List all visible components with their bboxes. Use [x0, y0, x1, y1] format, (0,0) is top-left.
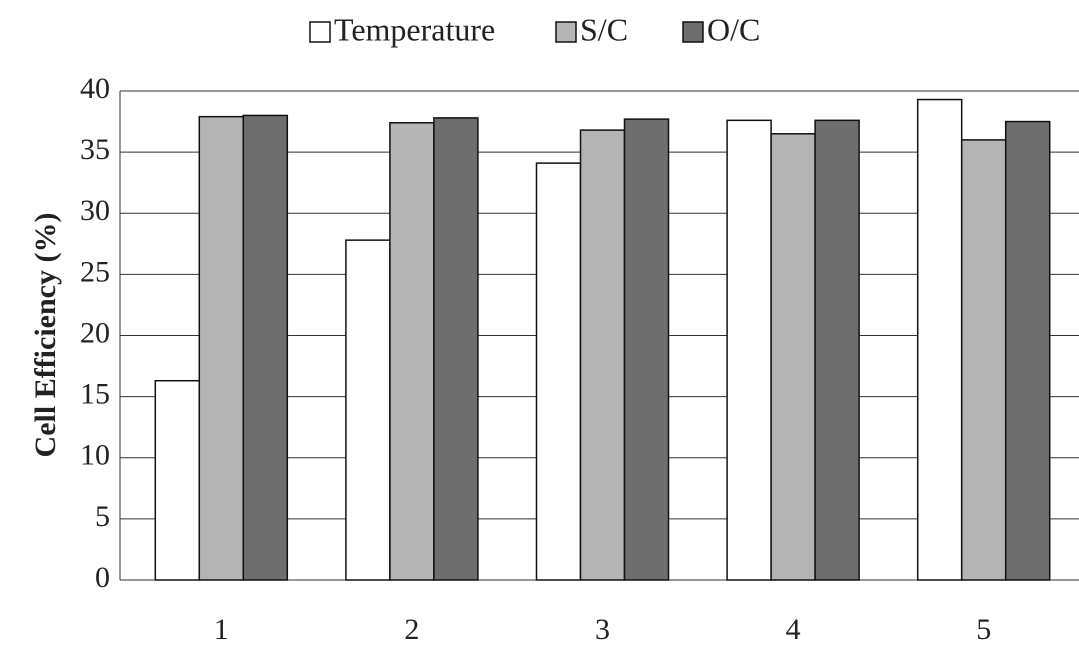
- y-tick-label: 10: [80, 439, 110, 472]
- x-tick-label: 2: [404, 613, 419, 646]
- bar: [916, 98, 963, 581]
- bar: [1004, 120, 1051, 581]
- x-tick-label: 5: [976, 613, 991, 646]
- bar: [814, 119, 860, 581]
- bar: [433, 117, 479, 581]
- bar: [579, 129, 626, 581]
- legend-label: O/C: [707, 11, 760, 47]
- y-tick-label: 5: [95, 500, 110, 533]
- y-tick-label: 25: [80, 255, 110, 288]
- x-tick-label: 3: [595, 613, 610, 646]
- y-tick-label: 35: [80, 133, 110, 166]
- y-axis-title: Cell Efficiency (%): [29, 213, 62, 458]
- bar: [960, 139, 1007, 581]
- bar: [535, 162, 582, 581]
- legend-swatch: [682, 21, 704, 43]
- bar: [726, 119, 772, 581]
- bar: [389, 122, 435, 581]
- y-tick-label: 40: [80, 72, 110, 105]
- legend-swatch: [555, 21, 577, 43]
- y-tick-label: 0: [95, 561, 110, 594]
- y-tick-label: 15: [80, 378, 110, 411]
- bar: [623, 118, 670, 581]
- legend-label: S/C: [580, 11, 628, 47]
- y-tick-label: 20: [80, 316, 110, 349]
- legend-label: Temperature: [334, 11, 495, 47]
- bar: [154, 379, 201, 581]
- bar: [242, 114, 289, 581]
- bar: [345, 239, 391, 581]
- x-tick-label: 4: [786, 613, 801, 646]
- bar: [198, 115, 245, 581]
- x-tick-label: 1: [214, 613, 229, 646]
- y-tick-label: 30: [80, 194, 110, 227]
- bar: [770, 133, 816, 581]
- legend-swatch: [309, 21, 331, 43]
